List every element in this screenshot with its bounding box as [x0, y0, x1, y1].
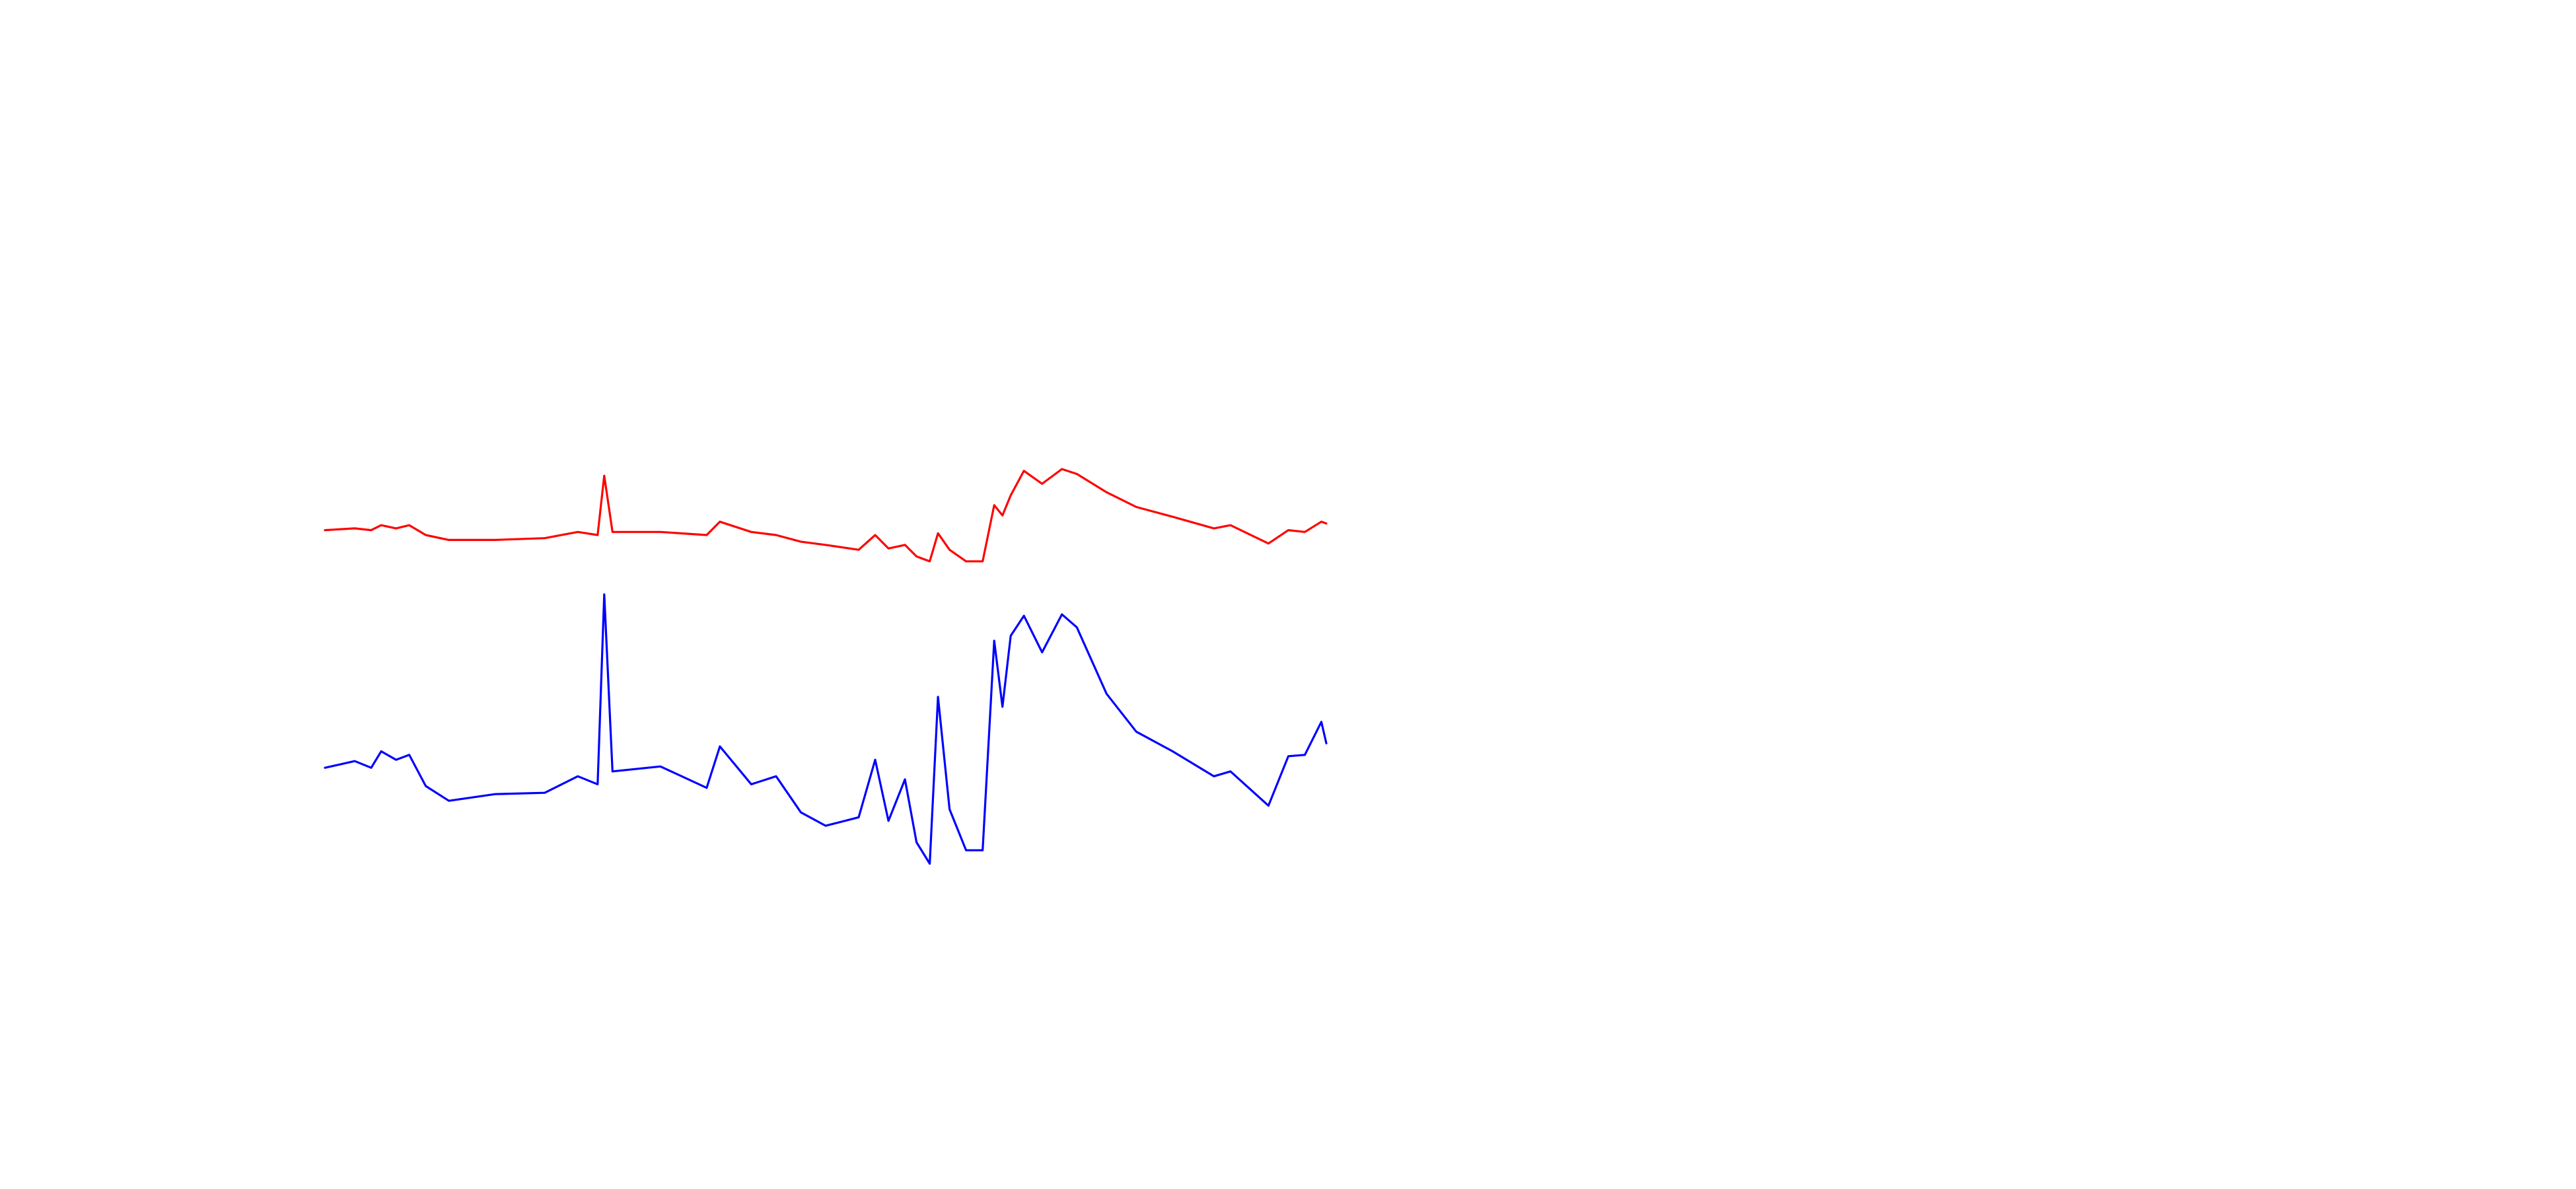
series-line	[324, 593, 1328, 865]
series-line	[324, 468, 1328, 563]
